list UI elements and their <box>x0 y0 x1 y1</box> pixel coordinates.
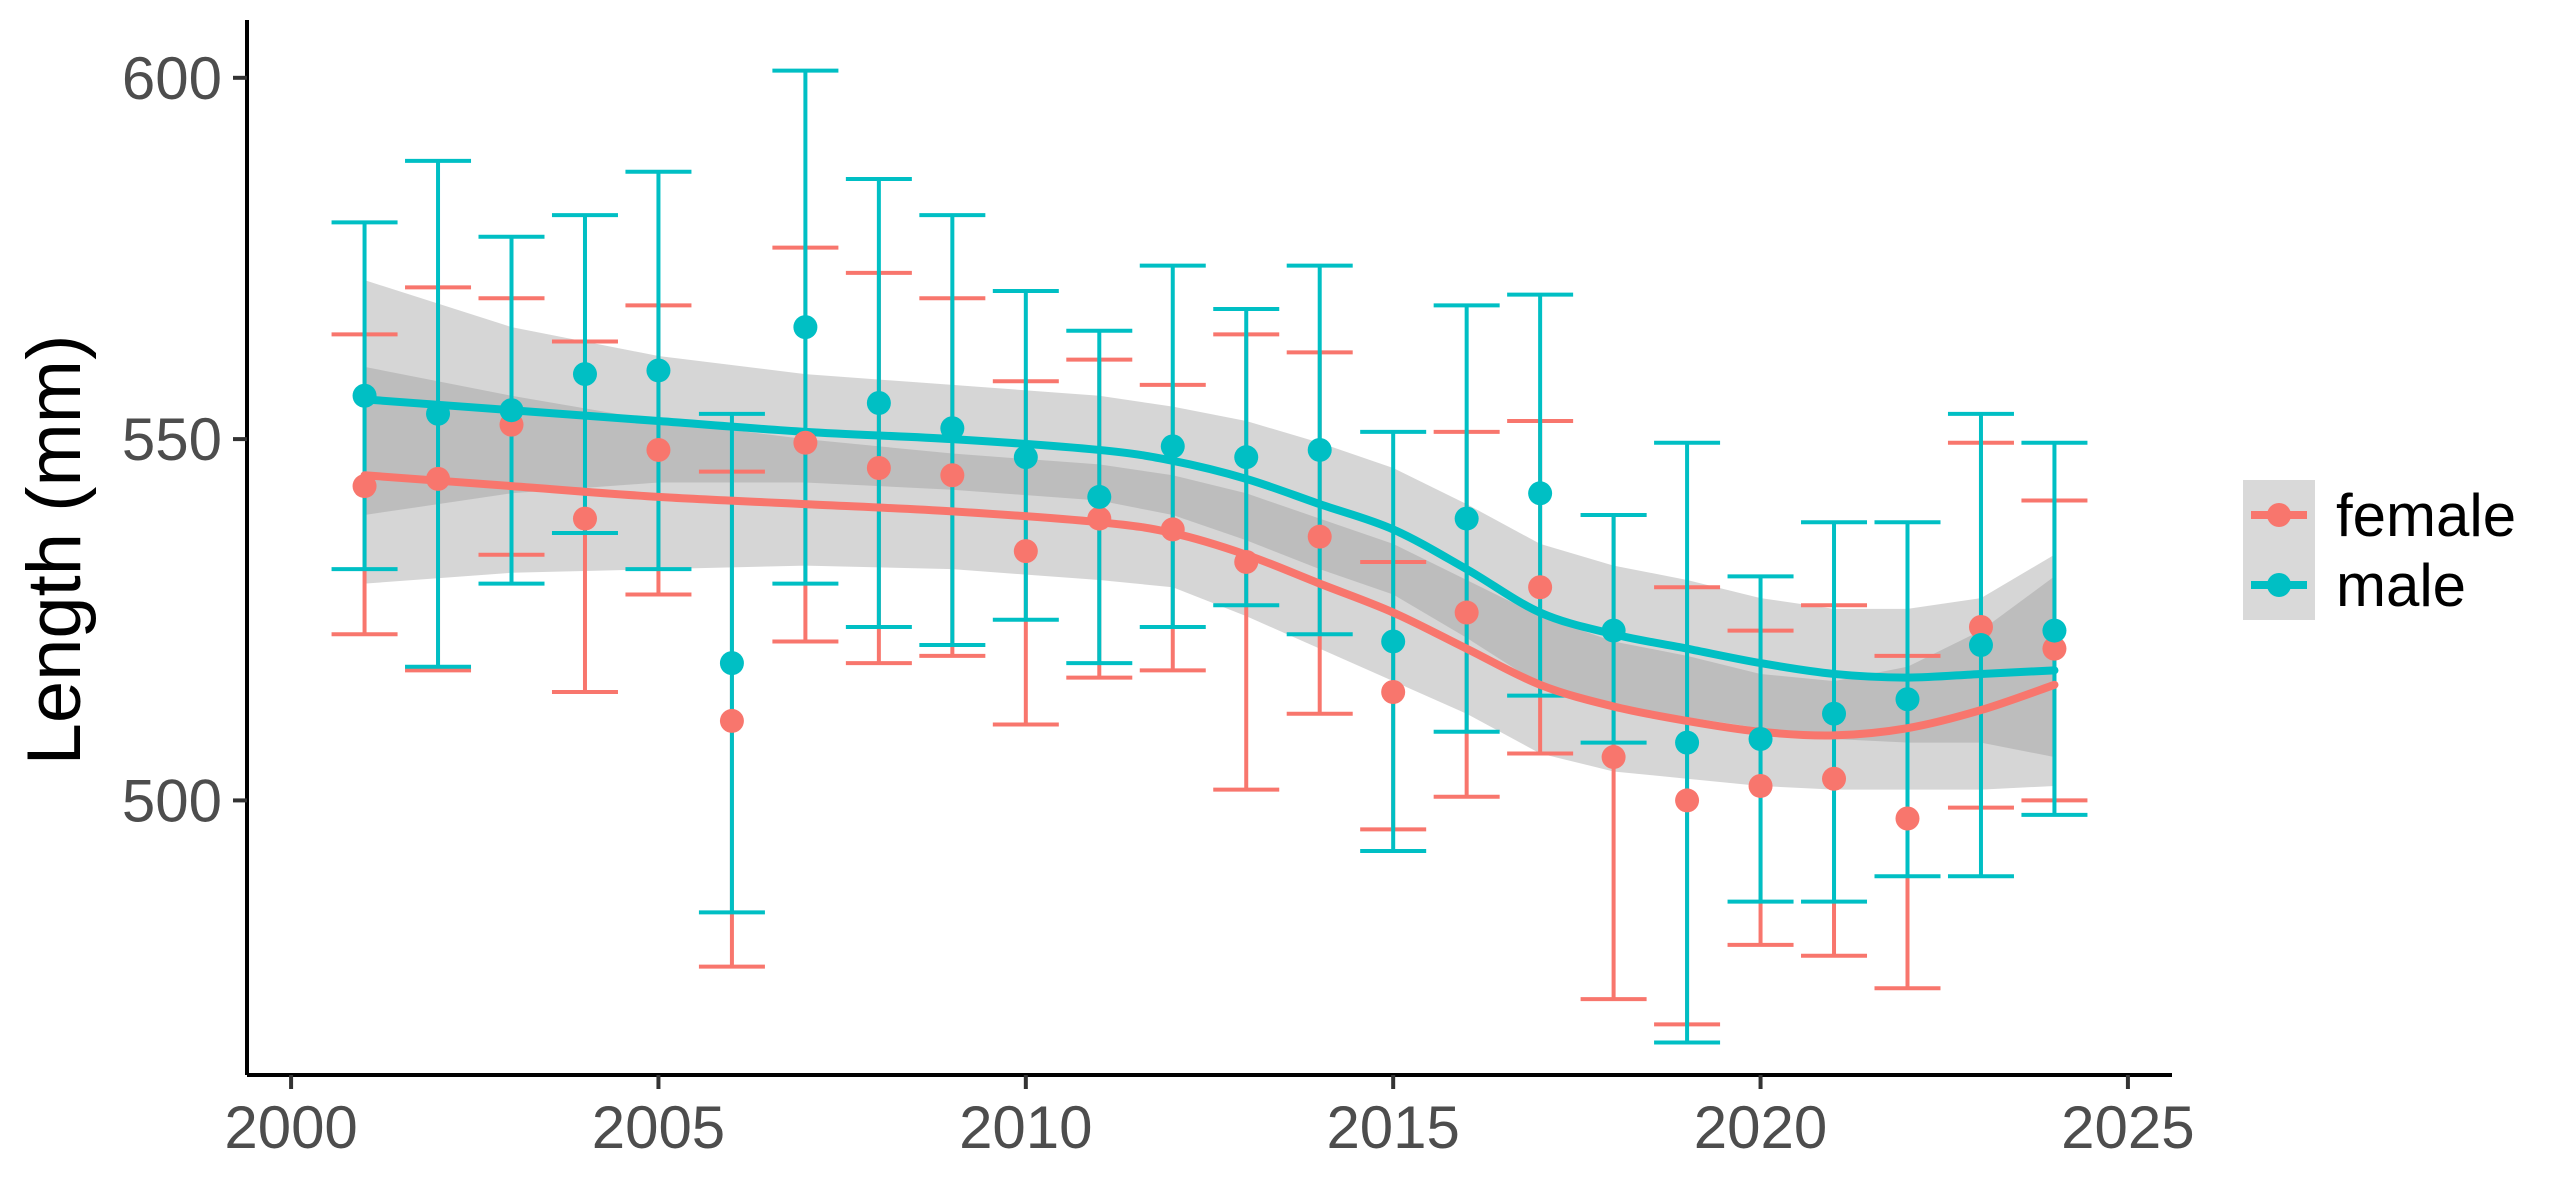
female-data-point <box>1968 614 1993 639</box>
male-data-point <box>1087 484 1112 509</box>
y-tick-label: 500 <box>122 767 222 834</box>
male-data-point <box>1013 445 1038 470</box>
female-data-point <box>1234 549 1259 574</box>
smooth-lines <box>360 395 2059 740</box>
female-data-point <box>1160 517 1185 542</box>
female-data-point <box>1307 524 1332 549</box>
female-data-point <box>1087 506 1112 531</box>
female-data-point <box>940 463 965 488</box>
x-ticks: 2000 2005 2010 2015 2020 2025 <box>224 1075 2195 1161</box>
legend-label-female: female <box>2336 482 2516 549</box>
confidence-ribbons <box>364 280 2055 790</box>
male-data-point <box>572 362 597 387</box>
male-data-point <box>1307 437 1332 462</box>
female-data-point <box>572 506 597 531</box>
male-data-point <box>1895 687 1920 712</box>
male-data-point <box>940 416 965 441</box>
y-axis-title: Length (mm) <box>12 335 97 766</box>
x-tick-label: 2015 <box>1326 1094 1459 1161</box>
female-smooth-line <box>360 471 2059 740</box>
y-ticks: 500 550 600 <box>122 45 247 834</box>
female-data-point <box>426 466 451 491</box>
female-data-point <box>2042 636 2067 661</box>
female-confidence-ribbon <box>364 366 2055 790</box>
y-tick-label: 600 <box>122 45 222 112</box>
legend-item-female: female <box>2243 480 2516 550</box>
legend-key-point <box>2267 573 2291 597</box>
female-data-point <box>1822 766 1847 791</box>
male-data-point <box>1601 618 1626 643</box>
female-data-point <box>352 474 377 499</box>
x-tick-label: 2010 <box>959 1094 1092 1161</box>
female-data-point <box>1895 806 1920 831</box>
male-data-point <box>1160 434 1185 459</box>
female-data-point <box>719 708 744 733</box>
male-data-point <box>352 383 377 408</box>
male-data-point <box>499 398 524 423</box>
male-data-point <box>1968 633 1993 658</box>
legend-item-male: male <box>2243 550 2466 620</box>
legend-label-male: male <box>2336 552 2466 619</box>
female-data-point <box>1454 600 1479 625</box>
female-data-point <box>1381 680 1406 705</box>
axes: 2000 2005 2010 2015 2020 2025 500 550 600 <box>122 20 2195 1161</box>
male-data-point <box>793 315 818 340</box>
male-data-point <box>1748 726 1773 751</box>
male-data-point <box>1528 481 1553 506</box>
female-data-point <box>866 456 891 481</box>
male-data-point <box>2042 618 2067 643</box>
male-data-point <box>646 358 671 383</box>
data-points <box>352 315 2067 831</box>
male-data-point <box>719 651 744 676</box>
female-data-point <box>793 430 818 455</box>
male-data-point <box>1381 629 1406 654</box>
x-tick-label: 2005 <box>592 1094 725 1161</box>
male-data-point <box>1822 701 1847 726</box>
x-tick-label: 2025 <box>2061 1094 2194 1161</box>
male-data-point <box>1675 730 1700 755</box>
female-data-point <box>1528 575 1553 600</box>
female-data-point <box>646 437 671 462</box>
female-data-point <box>1601 745 1626 770</box>
female-data-point <box>1013 539 1038 564</box>
male-data-point <box>1234 445 1259 470</box>
legend-key-point <box>2267 503 2291 527</box>
female-data-point <box>1675 788 1700 813</box>
male-data-point <box>866 390 891 415</box>
x-tick-label: 2000 <box>224 1094 357 1161</box>
male-data-point <box>1454 506 1479 531</box>
female-data-point <box>1748 773 1773 798</box>
x-tick-label: 2020 <box>1694 1094 1827 1161</box>
male-smooth-line <box>360 395 2059 682</box>
y-tick-label: 550 <box>122 406 222 473</box>
male-data-point <box>426 401 451 426</box>
